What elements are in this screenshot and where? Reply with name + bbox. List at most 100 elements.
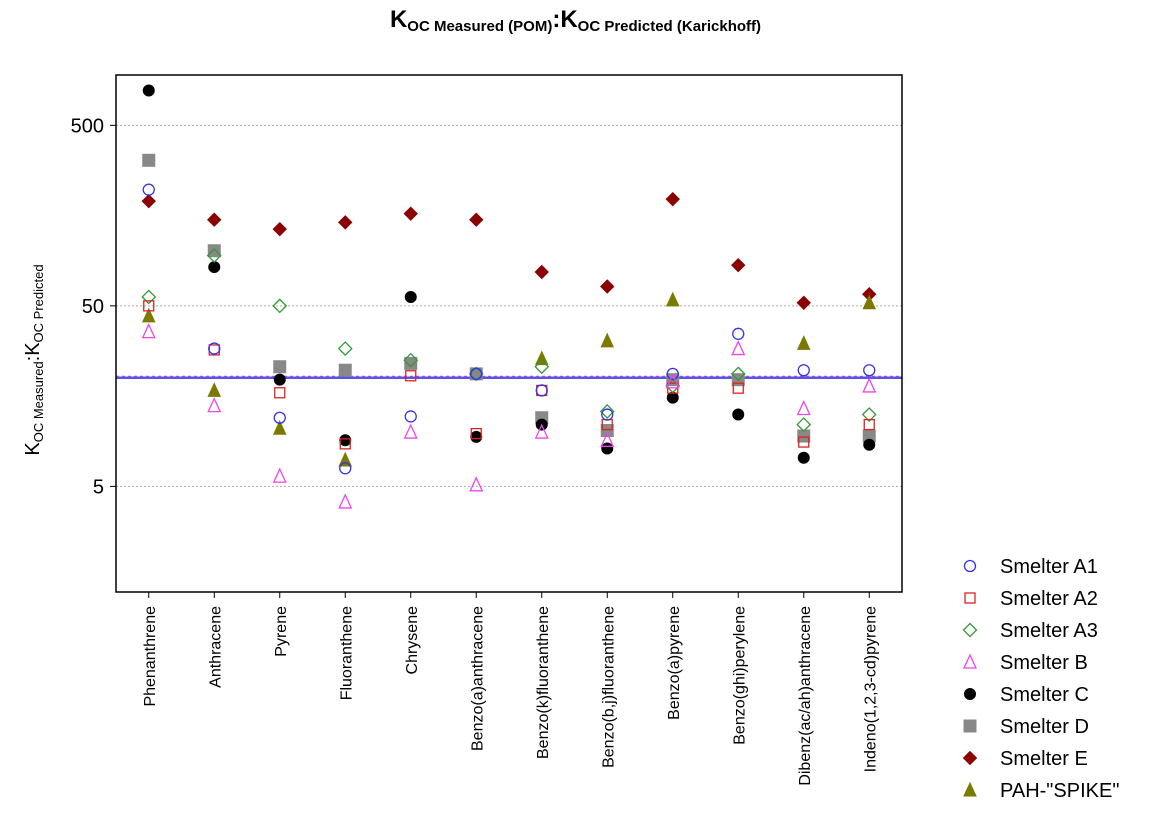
data-point [666, 367, 679, 381]
x-tick-label: Benzo(k)fluoranthene [535, 606, 552, 759]
data-point [798, 436, 810, 448]
x-tick-label: Pyrene [273, 606, 290, 657]
data-point [141, 289, 157, 305]
data-point [862, 377, 877, 393]
legend-marker [962, 653, 978, 669]
legend-label: Smelter A2 [1000, 588, 1098, 610]
data-point [863, 364, 876, 377]
data-point [730, 366, 746, 382]
legend-label: Smelter C [1000, 684, 1089, 706]
data-point [599, 404, 615, 419]
data-point [732, 408, 745, 421]
data-point [207, 397, 222, 413]
data-point [338, 363, 352, 377]
legend-label: Smelter A1 [1000, 556, 1098, 578]
data-point [273, 360, 287, 374]
x-tick-label: Benzo(a)pyrene [666, 606, 683, 720]
data-point [534, 264, 549, 280]
x-tick-label: Phenanthrene [142, 606, 159, 707]
data-point [863, 438, 876, 451]
data-point [272, 298, 288, 314]
data-point [796, 417, 812, 432]
data-point [601, 442, 614, 455]
data-point [534, 350, 549, 366]
data-point [535, 384, 548, 397]
data-point [797, 429, 811, 443]
data-point [208, 261, 221, 274]
legend-label: PAH-"SPIKE" [1000, 780, 1119, 802]
data-point [207, 212, 222, 227]
data-point [208, 342, 221, 355]
legend-marker [963, 719, 977, 733]
data-point [797, 451, 810, 464]
data-point [665, 191, 680, 207]
data-point [207, 244, 221, 258]
data-point [338, 493, 353, 509]
y-tick-label: 50 [82, 296, 104, 318]
y-tick-label: 500 [71, 115, 104, 137]
legend: Smelter A1 Smelter A2 Smelter A3 Smelter B S… [962, 556, 1119, 802]
data-point [665, 291, 680, 307]
x-tick-label: Benzo(b,j)fluoranthene [600, 606, 617, 768]
legend-label: Smelter B [1000, 652, 1088, 674]
data-point [796, 335, 811, 350]
data-point [600, 279, 615, 294]
legend-label: Smelter A3 [1000, 620, 1098, 642]
x-tick-label: Chrysene [404, 606, 421, 675]
x-tick-label: Dibenz(ac/ah)anthracene [797, 606, 814, 786]
data-point [403, 352, 419, 368]
data-point [272, 467, 287, 483]
data-point [534, 359, 550, 375]
data-point [796, 399, 811, 416]
data-point [403, 423, 418, 439]
data-point [337, 341, 353, 356]
data-point [863, 418, 875, 431]
data-point [142, 153, 156, 167]
legend-label: Smelter E [1000, 748, 1088, 770]
grid-lines [116, 124, 902, 487]
legend-marker [962, 750, 978, 766]
data-point [206, 248, 222, 263]
data-point [862, 294, 877, 310]
data-point [732, 382, 744, 394]
data-point [601, 408, 614, 421]
data-point [339, 434, 352, 447]
data-point [469, 476, 484, 492]
data-point [272, 221, 287, 237]
x-tick-label: Anthracene [207, 606, 224, 688]
data-point [469, 212, 484, 227]
data-point [534, 423, 549, 439]
data-point [797, 364, 810, 377]
data-point [403, 206, 418, 221]
data-point [141, 323, 156, 339]
data-point [404, 290, 417, 303]
x-tick-label: Benzo(a)anthracene [469, 606, 486, 751]
chart-title: KOC Measured (POM):KOC Predicted (Karick… [0, 6, 1151, 35]
x-axis-ticks: Phenanthrene Anthracene Pyrene Fluoranthene… [142, 592, 879, 786]
title-sub2: OC Predicted (Karickhoff) [577, 18, 762, 35]
data-point [141, 307, 156, 323]
title-sep: : [552, 6, 561, 33]
title-sub1: OC Measured (POM) [407, 18, 553, 35]
legend-marker [964, 688, 976, 700]
data-point [207, 382, 222, 397]
data-point [339, 462, 352, 475]
legend-marker [963, 781, 977, 797]
data-point [338, 215, 353, 230]
legend-marker [962, 622, 978, 638]
data-point [600, 431, 615, 447]
data-point [470, 427, 482, 440]
data-point [143, 300, 155, 312]
data-point [405, 370, 417, 382]
y-tick-label: 5 [93, 476, 104, 498]
data-point [731, 340, 746, 356]
x-tick-label: Fluoranthene [338, 606, 355, 700]
data-point [732, 327, 745, 340]
data-point [470, 430, 483, 443]
reference-lines [116, 375, 902, 379]
data-point [142, 183, 155, 196]
data-point [404, 356, 418, 370]
legend-marker [964, 592, 976, 604]
data-points [141, 84, 877, 509]
